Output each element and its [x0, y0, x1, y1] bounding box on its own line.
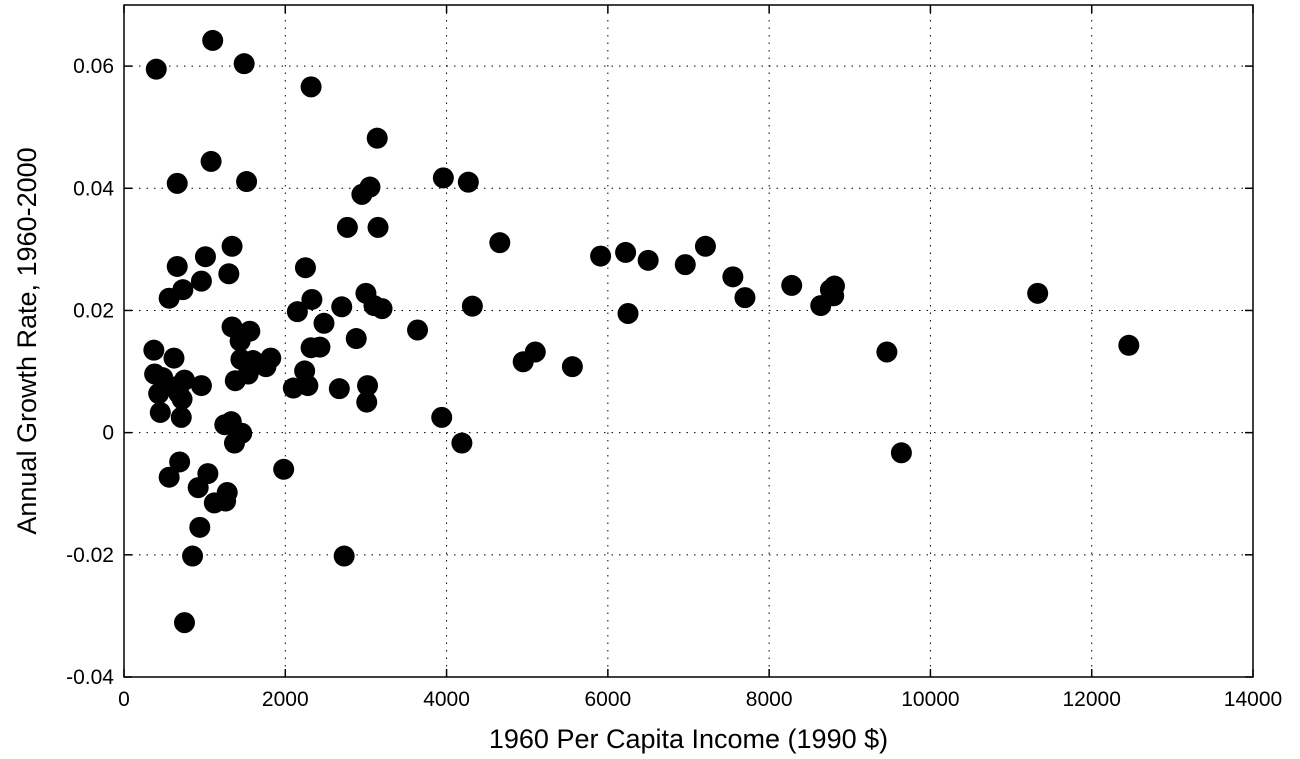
data-point	[187, 477, 209, 499]
data-point	[371, 298, 393, 320]
data-point	[451, 432, 473, 454]
data-point	[190, 375, 212, 397]
data-point	[722, 266, 744, 288]
x-tick-label: 4000	[423, 688, 470, 711]
data-point	[170, 406, 192, 428]
data-point	[407, 319, 429, 341]
data-point	[367, 216, 389, 238]
data-point	[229, 330, 251, 352]
data-point	[734, 287, 756, 309]
data-point	[336, 216, 358, 238]
y-tick-label: -0.02	[66, 544, 114, 567]
data-point	[190, 270, 212, 292]
data-point	[158, 466, 180, 488]
data-point	[876, 341, 898, 363]
data-points	[143, 29, 1140, 634]
x-axis-label: 1960 Per Capita Income (1990 $)	[489, 724, 888, 754]
data-point	[158, 287, 180, 309]
data-point	[615, 241, 637, 263]
data-point	[145, 58, 167, 80]
data-point	[890, 442, 912, 464]
data-point	[309, 336, 331, 358]
y-tick-label: 0.06	[73, 55, 114, 78]
data-point	[345, 328, 367, 350]
data-point	[255, 356, 277, 378]
data-point	[313, 312, 335, 334]
data-point	[286, 301, 308, 323]
x-tick-label: 2000	[262, 688, 309, 711]
x-tick-label: 12000	[1063, 688, 1121, 711]
data-point	[461, 295, 483, 317]
data-point	[148, 383, 170, 405]
data-point	[432, 167, 454, 189]
x-tick-labels: 0 2000 4000 6000 8000 10000 12000 14000	[118, 688, 1282, 711]
y-tick-label: 0	[102, 422, 114, 445]
data-point	[781, 274, 803, 296]
data-point	[1027, 282, 1049, 304]
data-point	[163, 347, 185, 369]
data-point	[357, 375, 379, 397]
data-point	[366, 127, 388, 149]
data-point	[221, 235, 243, 257]
y-tick-labels: -0.04 -0.02 0 0.02 0.04 0.06	[66, 55, 114, 689]
data-point	[200, 150, 222, 172]
data-point	[351, 183, 373, 205]
data-point	[431, 406, 453, 428]
x-tick-label: 6000	[584, 688, 631, 711]
gridlines	[124, 5, 1253, 677]
data-point	[301, 288, 323, 310]
data-point	[224, 370, 246, 392]
data-point	[149, 401, 171, 423]
data-point	[489, 232, 511, 254]
data-point	[637, 249, 659, 271]
data-point	[328, 378, 350, 400]
data-point	[194, 246, 216, 268]
data-point	[297, 375, 319, 397]
data-point	[166, 255, 188, 277]
data-point	[561, 356, 583, 378]
data-point	[300, 76, 322, 98]
data-point	[524, 341, 546, 363]
data-point	[333, 545, 355, 567]
data-point	[457, 171, 479, 193]
y-axis-label: Annual Growth Rate, 1960-2000	[12, 147, 42, 534]
data-point	[182, 545, 204, 567]
data-point	[223, 432, 245, 454]
data-point	[273, 458, 295, 480]
axis-ticks	[123, 5, 1254, 678]
data-point	[171, 388, 193, 410]
x-tick-label: 10000	[901, 688, 959, 711]
data-point	[189, 516, 211, 538]
x-tick-label: 8000	[746, 688, 793, 711]
data-point	[173, 612, 195, 634]
plot-frame	[123, 4, 1254, 678]
data-point	[356, 391, 378, 413]
data-point	[236, 171, 258, 193]
data-point	[202, 29, 224, 51]
data-point	[617, 303, 639, 325]
y-tick-label: 0.02	[73, 299, 114, 322]
data-point	[1118, 334, 1140, 356]
data-point	[823, 275, 845, 297]
y-tick-label: -0.04	[66, 666, 114, 689]
data-point	[169, 451, 191, 473]
data-point	[331, 296, 353, 318]
data-point	[674, 254, 696, 276]
data-point	[143, 339, 165, 361]
x-tick-label: 14000	[1224, 688, 1282, 711]
data-point	[166, 172, 188, 194]
data-point	[294, 257, 316, 279]
x-tick-label: 0	[118, 688, 130, 711]
data-point	[694, 235, 716, 257]
data-point	[233, 53, 255, 75]
data-point	[216, 482, 238, 504]
y-tick-label: 0.04	[73, 177, 114, 200]
data-point	[590, 245, 612, 267]
data-point	[218, 263, 240, 285]
